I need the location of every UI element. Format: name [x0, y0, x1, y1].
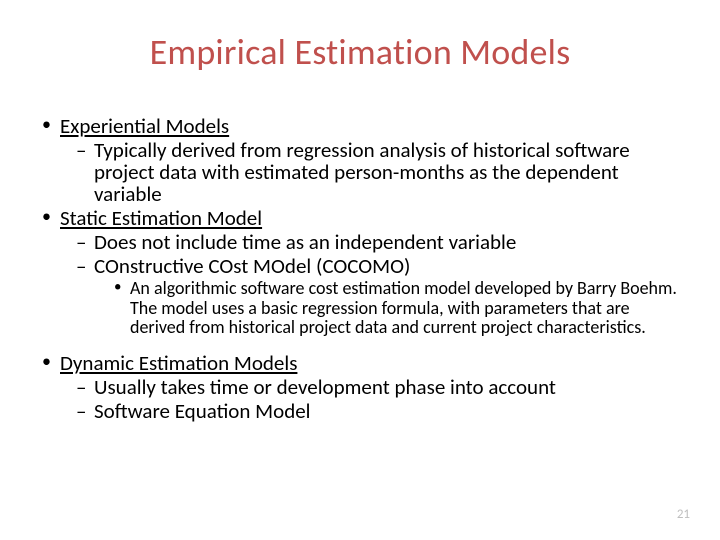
- bullet-l2: Typically derived from regression analys…: [38, 139, 680, 205]
- bullet-l2: COnstructive COst MOdel (COCOMO): [38, 255, 680, 277]
- bullet-l1: Static Estimation Model: [38, 207, 680, 229]
- bullet-heading: Static Estimation Model: [60, 205, 262, 231]
- bullet-l2: Software Equation Model: [38, 400, 680, 422]
- bullet-l3: An algorithmic software cost estimation …: [38, 279, 680, 337]
- bullet-l2: Usually takes time or development phase …: [38, 376, 680, 398]
- bullet-l1: Experiential Models: [38, 115, 680, 137]
- page-number: 21: [677, 507, 690, 522]
- slide-title: Empirical Estimation Models: [0, 30, 720, 74]
- bullet-heading: Dynamic Estimation Models: [60, 350, 297, 376]
- bullet-l1: Dynamic Estimation Models: [38, 352, 680, 374]
- bullet-heading: Experiential Models: [60, 113, 229, 139]
- bullet-l2: Does not include time as an independent …: [38, 231, 680, 253]
- slide: Empirical Estimation Models Experiential…: [0, 0, 720, 540]
- slide-body: Experiential Models Typically derived fr…: [38, 115, 680, 424]
